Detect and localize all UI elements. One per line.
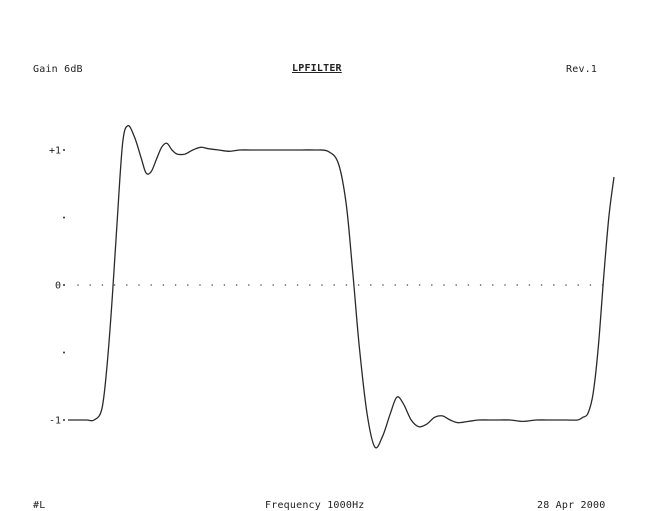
zero-line-dot: [394, 284, 397, 286]
zero-line-dot: [284, 284, 287, 286]
zero-line-dot: [406, 284, 409, 286]
zero-line-dot: [345, 284, 348, 286]
zero-line-dot: [211, 284, 213, 286]
zero-line-dot: [455, 284, 458, 286]
zero-line-dot: [382, 284, 384, 286]
zero-line-dot: [577, 284, 579, 286]
zero-line-dot: [443, 284, 445, 286]
zero-line-dot: [248, 284, 250, 286]
y-tick-label: -1: [49, 416, 61, 427]
zero-line-dot: [528, 284, 531, 286]
zero-line-dot: [516, 284, 518, 286]
zero-line-dot: [321, 284, 323, 286]
y-tick-mark: [63, 284, 65, 286]
zero-line-dot: [89, 284, 91, 286]
y-axis-ticks: +1 0 -1: [49, 146, 65, 427]
zero-line-dot: [199, 284, 201, 286]
date-label: 28 Apr 2000: [537, 500, 606, 511]
signal-curve: [67, 124, 615, 449]
zero-line-dot: [223, 284, 226, 286]
zero-line-dot: [296, 284, 299, 286]
y-tick-mark: [63, 149, 65, 151]
zero-line-dot: [589, 284, 592, 286]
zero-line-dot: [187, 284, 189, 286]
zero-line-dot: [467, 284, 470, 286]
zero-line-dot: [479, 284, 482, 286]
chart-title: LPFILTER: [292, 63, 342, 74]
y-tick-label: 0: [55, 281, 61, 292]
zero-line-dot: [565, 284, 567, 286]
zero-line-dot: [418, 284, 421, 286]
y-tick-mark: [63, 216, 65, 219]
gain-label: Gain 6dB: [33, 64, 83, 75]
zero-line-dot: [113, 284, 116, 286]
y-tick-mark: [63, 419, 65, 421]
zero-line-dot: [370, 284, 372, 286]
y-tick-label: +1: [49, 146, 61, 157]
zero-reference-line: [77, 284, 604, 286]
zero-line-dot: [333, 284, 336, 286]
zero-line-dot: [492, 284, 494, 286]
zero-line-dot: [126, 284, 128, 286]
frequency-label: Frequency 1000Hz: [265, 500, 365, 511]
zero-line-dot: [540, 284, 543, 286]
zero-line-dot: [357, 284, 360, 286]
footer-left-label: #L: [33, 500, 46, 511]
y-tick-mark: [63, 351, 65, 354]
zero-line-dot: [174, 284, 177, 286]
zero-line-dot: [553, 284, 555, 286]
zero-line-dot: [504, 284, 506, 286]
zero-line-dot: [138, 284, 140, 286]
zero-line-dot: [309, 284, 311, 286]
zero-line-dot: [101, 284, 104, 286]
zero-line-dot: [162, 284, 165, 286]
zero-line-dot: [150, 284, 152, 286]
zero-line-dot: [235, 284, 238, 286]
zero-line-dot: [272, 284, 275, 286]
zero-line-dot: [431, 284, 433, 286]
revision-label: Rev.1: [566, 64, 598, 75]
zero-line-dot: [260, 284, 262, 286]
zero-line-dot: [77, 284, 79, 286]
